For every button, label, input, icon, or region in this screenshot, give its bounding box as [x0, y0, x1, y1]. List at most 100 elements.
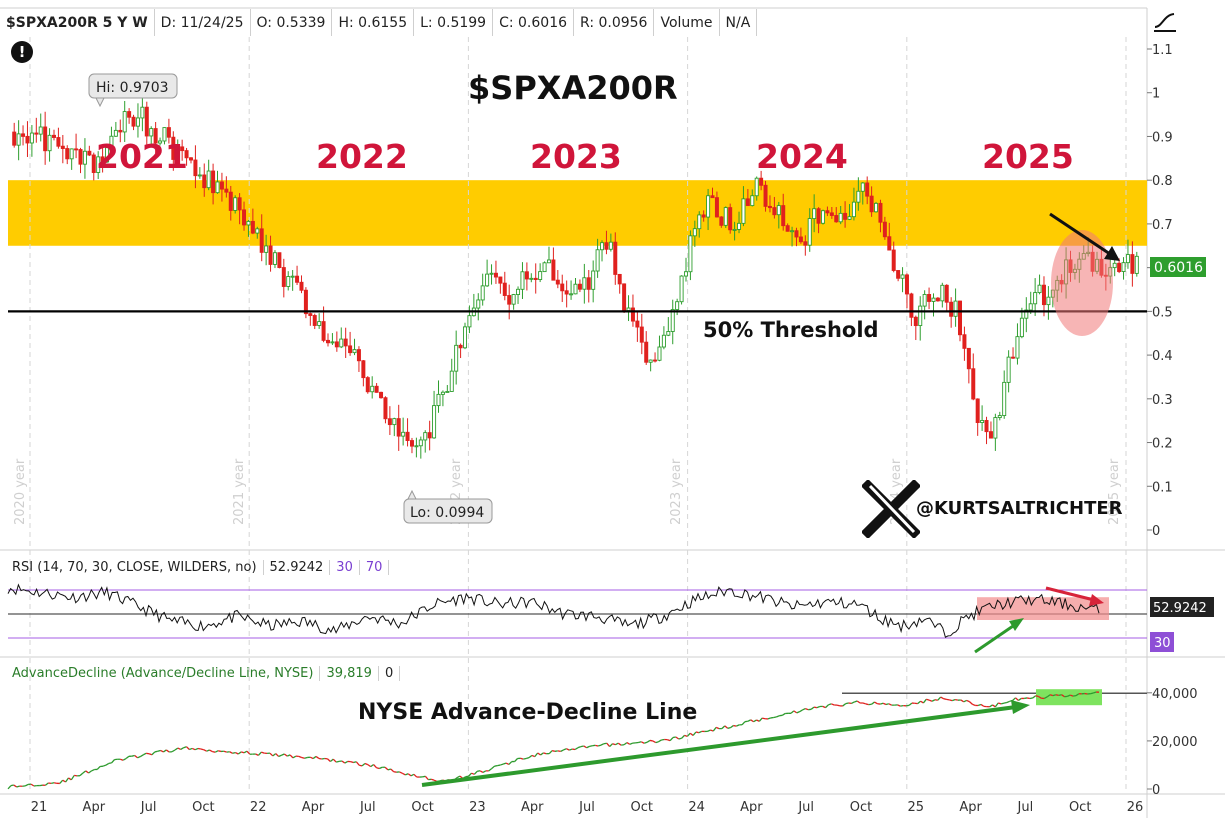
candle: [1019, 317, 1024, 338]
candle: [299, 281, 304, 291]
candle: [940, 284, 945, 302]
ad-line-segment: [68, 777, 72, 781]
candle: [184, 150, 189, 159]
ad-line-segment: [707, 729, 711, 732]
candle: [308, 313, 313, 316]
ad-line-segment: [85, 770, 89, 774]
ad-line-segment: [543, 752, 547, 755]
candle: [87, 150, 92, 156]
candle: [91, 154, 96, 173]
ad-line-segment: [361, 763, 366, 767]
ad-line-segment: [810, 706, 815, 710]
price-badge: 0.6016: [1150, 257, 1206, 277]
candle: [1041, 284, 1046, 306]
ad-line-segment: [989, 704, 993, 708]
x-tick-label: Jul: [1017, 800, 1034, 815]
ad-line-segment: [491, 765, 495, 770]
candle: [595, 249, 600, 272]
ad-line-segment: [641, 741, 645, 744]
candle: [555, 279, 560, 285]
candle: [211, 170, 216, 194]
candle: [96, 156, 101, 173]
y-tick-label: 0.7: [1152, 218, 1173, 233]
ad-line-segment: [727, 727, 731, 729]
candle: [785, 225, 790, 232]
candle: [1130, 254, 1135, 274]
ad-line-segment: [1043, 696, 1048, 700]
ad-line-segment: [595, 744, 599, 747]
ad-line-segment: [669, 737, 674, 742]
ad-line-segment: [845, 702, 849, 705]
y-tick-label: 1.1: [1152, 43, 1173, 58]
candle: [489, 272, 494, 275]
candle: [657, 346, 662, 361]
x-tick-label: Apr: [740, 800, 763, 815]
candle: [1011, 356, 1016, 359]
rsi-name[interactable]: RSI (14, 70, 30, CLOSE, WILDERS, no): [6, 559, 264, 575]
candle: [158, 140, 163, 144]
candle: [250, 220, 255, 234]
candle: [745, 198, 750, 207]
candle: [763, 184, 768, 207]
ad-line-segment: [88, 770, 92, 774]
candle: [43, 126, 48, 152]
trend-arrow: [1049, 212, 1111, 256]
candle: [551, 259, 556, 281]
ad-line-segment: [332, 758, 337, 763]
candle: [511, 294, 516, 305]
rsi-value-badge-text: 52.9242: [1153, 601, 1207, 616]
candle: [264, 245, 269, 253]
ad-line-segment: [603, 742, 607, 745]
ad-line-segment: [292, 755, 297, 759]
ad-line-segment: [695, 731, 700, 734]
ad-line-segment: [163, 749, 167, 753]
ad-line-segment: [413, 773, 418, 778]
rsi-line: [7, 583, 1100, 638]
candle: [865, 182, 870, 197]
ad-line-segment: [505, 762, 510, 766]
candle: [829, 212, 834, 216]
candle: [856, 190, 861, 203]
ad-line-segment: [171, 749, 176, 753]
candle: [387, 418, 392, 426]
candle: [790, 230, 795, 233]
candle: [697, 214, 702, 230]
ad-line-segment: [62, 779, 66, 783]
candle: [379, 391, 384, 399]
ad-line-segment: [721, 725, 726, 730]
ad-line-segment: [477, 770, 481, 772]
ad-line-segment: [537, 752, 541, 756]
candle: [286, 276, 291, 287]
drawing-tool-icon[interactable]: [1150, 9, 1180, 35]
ad-line-segment: [856, 700, 861, 704]
x-tick-label: Apr: [959, 800, 982, 815]
hi-callout-pointer: [95, 97, 105, 108]
candle: [392, 418, 397, 426]
rsi-level-30: 30: [330, 559, 360, 575]
ad-line-segment: [355, 761, 360, 766]
rsi-up-arrow-head: [1009, 618, 1024, 631]
x-tick-label: Oct: [1069, 800, 1091, 815]
candle: [807, 218, 812, 246]
ad-line-segment: [235, 752, 239, 755]
x-tick-label: Jul: [140, 800, 157, 815]
candle: [582, 277, 587, 290]
ad-line-segment: [70, 775, 75, 781]
ad-line-segment: [341, 760, 346, 764]
ad-line-segment: [30, 783, 35, 787]
y-tick-label: 0: [1152, 524, 1160, 539]
candle: [202, 174, 207, 189]
ad-line-segment: [327, 758, 331, 762]
candle: [105, 147, 110, 163]
ad-line-segment: [344, 760, 348, 764]
candle: [635, 320, 640, 328]
symbol-label[interactable]: $SPXA200R 5 Y W: [0, 9, 155, 36]
ad-line-segment: [203, 749, 207, 752]
ad-line-segment: [79, 772, 84, 777]
warning-icon[interactable]: !: [11, 41, 33, 63]
ad-line-segment: [157, 749, 161, 752]
candle: [546, 259, 551, 264]
ad-name[interactable]: AdvanceDecline (Advance/Decline Line, NY…: [6, 665, 321, 681]
